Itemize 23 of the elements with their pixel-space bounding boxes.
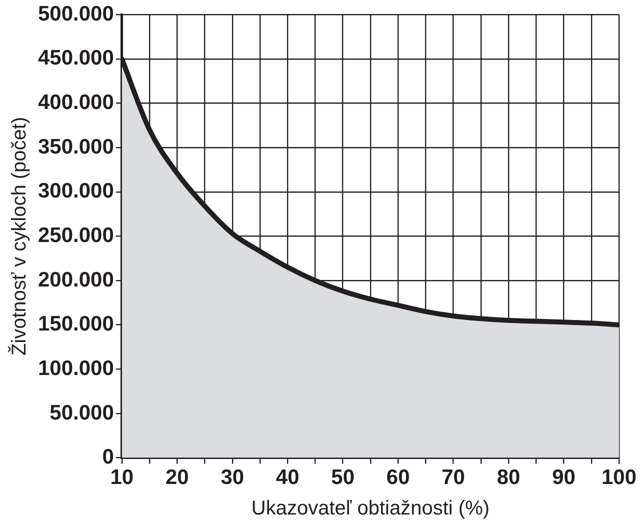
y-axis-title: Životnosť v cykloch (počet): [8, 116, 31, 356]
y-tick-label: 200.000: [38, 268, 114, 292]
x-tick-label: 30: [220, 466, 244, 490]
x-tick-label: 10: [110, 466, 134, 490]
y-tick-label: 250.000: [38, 224, 114, 247]
y-tick-label: 150.000: [38, 312, 114, 336]
y-tick-label: 500.000: [38, 2, 114, 26]
y-tick-label: 450.000: [38, 46, 114, 70]
x-tick-label: 50: [331, 466, 355, 490]
y-tick-label: 100.000: [38, 356, 114, 380]
y-tick-label: 0: [102, 446, 114, 469]
y-tick-label: 50.000: [50, 401, 114, 424]
y-tick-label: 350.000: [38, 135, 114, 158]
y-tick-label: 300.000: [38, 180, 114, 203]
y-tick-label: 400.000: [38, 91, 114, 114]
x-tick-label: 100: [601, 466, 637, 490]
x-axis-title: Ukazovateľ obtiažnosti (%): [251, 498, 490, 520]
x-tick-label: 90: [552, 466, 576, 490]
x-tick-label: 70: [442, 466, 465, 490]
x-tick-label: 20: [165, 466, 189, 490]
x-tick-label: 60: [386, 466, 410, 490]
x-tick-label: 80: [496, 466, 520, 490]
x-tick-label: 40: [276, 466, 300, 490]
